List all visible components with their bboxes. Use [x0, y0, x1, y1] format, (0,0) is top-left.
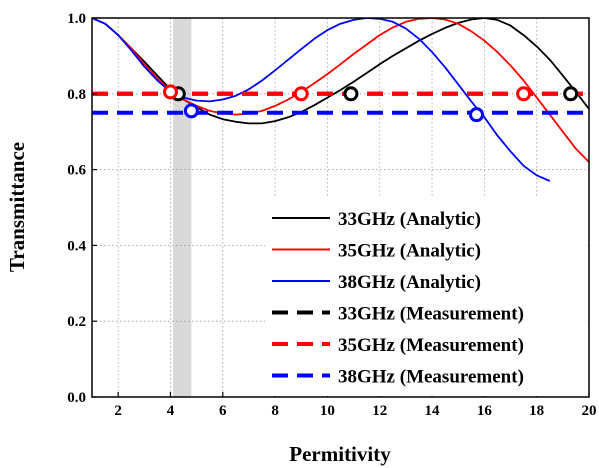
y-tick-label: 0.2 — [67, 314, 86, 330]
y-axis-title: Transmittance — [5, 142, 29, 272]
marker-35ghz-measurement — [293, 86, 309, 102]
x-tick-label: 14 — [425, 403, 441, 419]
marker-35ghz-measurement — [162, 84, 178, 100]
x-tick-label: 6 — [219, 403, 227, 419]
x-axis-title: Permitivity — [289, 442, 391, 466]
y-tick-label: 1.0 — [67, 11, 86, 27]
x-tick-label: 18 — [529, 403, 544, 419]
marker-layer — [162, 84, 579, 123]
x-tick-label: 10 — [320, 403, 335, 419]
marker-33ghz-measurement — [343, 86, 359, 102]
x-tick-label: 16 — [477, 403, 493, 419]
y-tick-label: 0.4 — [67, 238, 86, 254]
legend-label: 35GHz (Measurement) — [338, 335, 524, 356]
legend: 33GHz (Analytic) 35GHz (Analytic) 38GHz (A… — [265, 198, 585, 396]
legend-label: 35GHz (Analytic) — [338, 241, 481, 262]
highlight-band-layer — [173, 18, 192, 397]
series-layer — [92, 18, 589, 182]
y-tick-label: 0.0 — [67, 390, 86, 406]
y-tick-label: 0.6 — [67, 163, 86, 179]
legend-label: 33GHz (Measurement) — [338, 304, 524, 325]
plot-frame — [91, 17, 590, 398]
x-tick-label: 20 — [582, 403, 597, 419]
series-line-38ghz-analytic — [92, 18, 551, 182]
marker-38ghz-measurement — [183, 103, 199, 119]
marker-35ghz-measurement — [516, 86, 532, 102]
tick-layer: 2 4 6 8 10 12 14 16 18 20 0.0 0.2 0.4 0.6 0.8 1.0 — [67, 11, 596, 419]
marker-38ghz-measurement — [469, 107, 485, 123]
x-tick-label: 8 — [271, 403, 279, 419]
legend-label: 38GHz (Analytic) — [338, 272, 481, 293]
highlight-band — [173, 18, 192, 397]
marker-33ghz-measurement — [563, 86, 579, 102]
x-tick-label: 4 — [167, 403, 175, 419]
legend-label: 33GHz (Analytic) — [338, 209, 481, 230]
legend-box — [265, 198, 585, 396]
x-tick-label: 2 — [114, 403, 122, 419]
legend-label: 38GHz (Measurement) — [338, 367, 524, 388]
x-tick-label: 12 — [372, 403, 387, 419]
y-tick-label: 0.8 — [67, 87, 86, 103]
